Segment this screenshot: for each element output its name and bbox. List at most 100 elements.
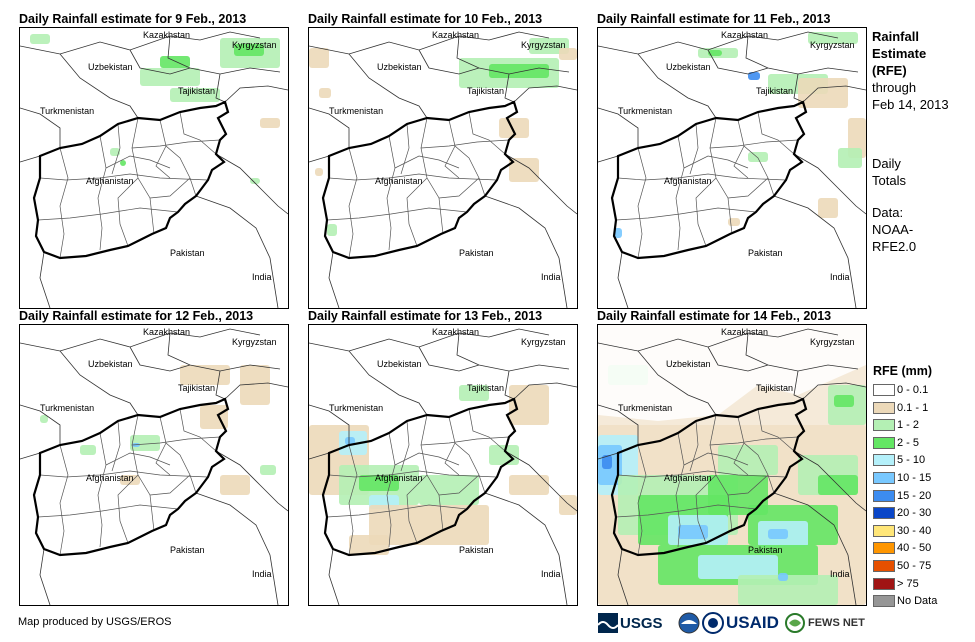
rain-patch bbox=[40, 415, 48, 423]
map-panel-10-feb: Kazakhstan Kyrgyzstan Uzbekistan Tajikistan… bbox=[308, 27, 578, 309]
country-boundary bbox=[309, 107, 350, 148]
country-boundary bbox=[617, 251, 629, 308]
country-boundary bbox=[513, 85, 577, 103]
rainfall-patches bbox=[30, 34, 280, 184]
afghanistan-border bbox=[32, 100, 230, 260]
rain-patch bbox=[459, 385, 489, 401]
province-boundary bbox=[637, 147, 647, 259]
province-boundary bbox=[105, 155, 171, 169]
country-boundary bbox=[456, 35, 570, 75]
legend-swatch bbox=[873, 419, 895, 432]
map-label-pakistan: Pakistan bbox=[170, 545, 205, 555]
rain-patch bbox=[349, 535, 389, 555]
rain-patch bbox=[419, 475, 479, 505]
usaid-seal-icon bbox=[702, 612, 724, 634]
legend-label: 10 - 15 bbox=[897, 472, 932, 484]
country-boundary bbox=[309, 452, 330, 460]
country-boundary bbox=[504, 153, 577, 215]
rain-patch bbox=[489, 64, 549, 78]
rainfall-map-4 bbox=[20, 328, 288, 605]
province-boundary bbox=[326, 207, 468, 221]
map-label-pakistan: Pakistan bbox=[459, 248, 494, 258]
afghanistan-border bbox=[32, 397, 230, 557]
country-boundary bbox=[328, 548, 340, 605]
rain-patch bbox=[319, 88, 331, 98]
province-boundary bbox=[159, 119, 197, 197]
rain-patch bbox=[748, 72, 760, 80]
side-date: Feb 14, 2013 bbox=[872, 97, 949, 112]
rainfall-map-1 bbox=[20, 31, 288, 308]
province-boundary bbox=[159, 416, 197, 494]
rain-patch bbox=[260, 465, 276, 475]
rain-patch bbox=[234, 44, 264, 56]
map-label-tajikistan: Tajikistan bbox=[467, 86, 505, 96]
legend-item: 0 - 0.1 bbox=[873, 384, 928, 396]
panel-title-6: Daily Rainfall estimate for 14 Feb., 201… bbox=[597, 309, 832, 323]
rain-patch bbox=[80, 445, 96, 455]
country-boundary bbox=[598, 155, 619, 163]
province-boundary bbox=[733, 145, 749, 179]
province-boundary bbox=[105, 452, 171, 466]
legend-swatch bbox=[873, 595, 895, 608]
map-label-turkmenistan: Turkmenistan bbox=[329, 403, 384, 413]
province-boundary bbox=[444, 442, 460, 476]
country-boundary bbox=[129, 49, 191, 75]
rain-patch bbox=[110, 148, 120, 156]
legend-swatch bbox=[873, 507, 895, 520]
country-boundary bbox=[59, 53, 139, 119]
rain-patch bbox=[120, 160, 126, 166]
map-label-india: India bbox=[252, 569, 272, 579]
country-boundary bbox=[617, 548, 629, 605]
low-rain-area bbox=[598, 325, 866, 421]
province-boundary bbox=[709, 139, 799, 149]
afghanistan-border bbox=[610, 100, 808, 260]
legend-label: No Data bbox=[897, 595, 938, 608]
map-label-uzbekistan: Uzbekistan bbox=[377, 359, 422, 369]
rain-patch bbox=[120, 475, 140, 485]
country-boundary bbox=[707, 346, 769, 372]
map-label-afghanistan: Afghanistan bbox=[375, 473, 423, 483]
map-label-kyrgyzstan: Kyrgyzstan bbox=[810, 337, 855, 347]
map-label-tajikistan: Tajikistan bbox=[467, 383, 505, 393]
country-boundary bbox=[773, 492, 857, 605]
legend-swatch bbox=[873, 489, 895, 502]
map-label-india: India bbox=[830, 272, 850, 282]
country-boundary bbox=[598, 31, 839, 55]
province-boundary bbox=[617, 173, 787, 181]
province-boundary bbox=[386, 432, 396, 548]
legend-item: 10 - 15 bbox=[873, 472, 931, 484]
map-label-uzbekistan: Uzbekistan bbox=[377, 62, 422, 72]
province-boundary bbox=[637, 444, 647, 556]
province-boundary bbox=[37, 504, 179, 518]
province-boundary bbox=[400, 123, 410, 175]
rain-patch bbox=[818, 198, 838, 218]
province-boundary bbox=[406, 474, 428, 544]
rainfall-patches bbox=[614, 32, 866, 238]
rainfall-map-2 bbox=[309, 31, 577, 308]
province-boundary bbox=[149, 474, 191, 496]
province-boundary bbox=[420, 436, 510, 446]
country-boundary bbox=[224, 85, 288, 103]
map-label-turkmenistan: Turkmenistan bbox=[40, 403, 95, 413]
province-boundary bbox=[59, 147, 69, 259]
rain-patch bbox=[309, 48, 329, 68]
country-boundary bbox=[802, 85, 866, 103]
country-boundary bbox=[309, 404, 350, 445]
map-label-uzbekistan: Uzbekistan bbox=[88, 62, 133, 72]
province-boundary bbox=[348, 147, 358, 259]
country-boundary bbox=[504, 370, 515, 400]
rain-patch bbox=[509, 385, 549, 425]
province-boundary bbox=[617, 470, 787, 478]
side-daily: Daily bbox=[872, 156, 901, 171]
province-boundary bbox=[155, 442, 171, 476]
map-label-pakistan: Pakistan bbox=[459, 545, 494, 555]
province-boundary bbox=[675, 432, 685, 548]
side-rfe2: RFE2.0 bbox=[872, 239, 917, 254]
rain-patch bbox=[768, 529, 788, 539]
province-boundary bbox=[394, 452, 460, 466]
map-panel-14-feb: Kazakhstan Kyrgyzstan Uzbekistan Tajikistan… bbox=[597, 324, 867, 606]
country-boundary bbox=[745, 332, 859, 372]
legend-swatch bbox=[873, 577, 895, 590]
province-boundary bbox=[448, 416, 486, 494]
afghanistan-border bbox=[321, 100, 519, 260]
